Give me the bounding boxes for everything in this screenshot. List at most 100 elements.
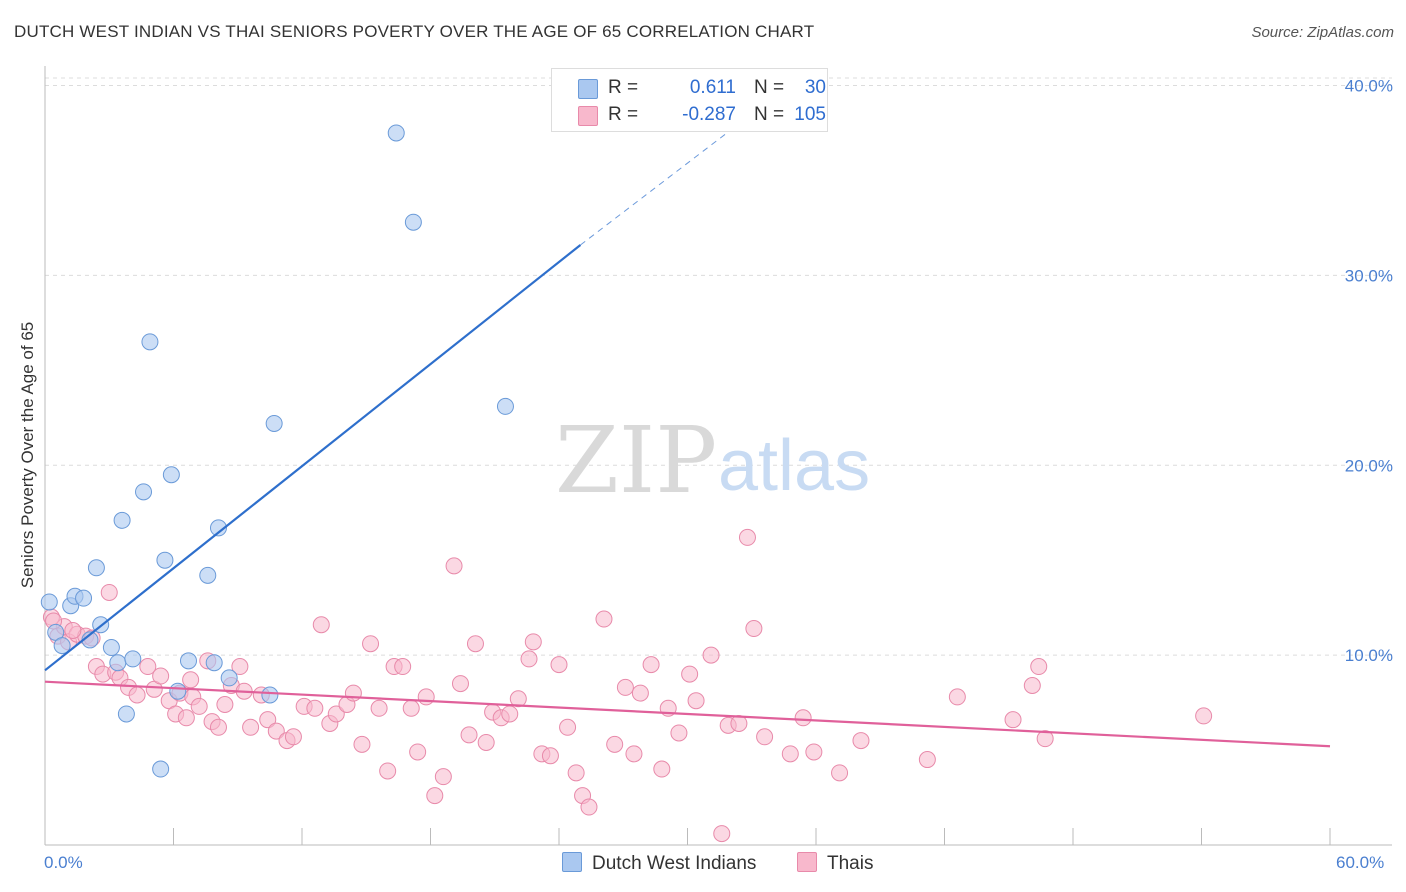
thai-point [466, 635, 484, 653]
thai-point [509, 690, 527, 708]
thai-point [501, 705, 519, 723]
dutch-west-indian-point [404, 213, 422, 231]
dutch-west-indian-point [141, 333, 159, 351]
thai-point [653, 760, 671, 778]
thai-point [567, 764, 585, 782]
thai-point [306, 699, 324, 717]
thai-point [417, 688, 435, 706]
dutch-west-indian-point [205, 654, 223, 672]
y-tick-label: 40.0% [1345, 77, 1393, 96]
dutch-west-indian-point [75, 589, 93, 607]
thai-point [312, 616, 330, 634]
thai-point [616, 678, 634, 696]
thai-point [1036, 730, 1054, 748]
thai-point [64, 621, 82, 639]
legend-label: Thais [827, 853, 874, 874]
thai-point [394, 658, 412, 676]
thai-point [1023, 677, 1041, 695]
legend-r-label: R = [608, 77, 639, 98]
dutch-west-indian-point [152, 760, 170, 778]
thai-point [1195, 707, 1213, 725]
thai-point [434, 768, 452, 786]
thai-point [152, 667, 170, 685]
dutch-west-indian-point [117, 705, 135, 723]
thai-trendline [44, 680, 1331, 748]
chart-title: DUTCH WEST INDIAN VS THAI SENIORS POVERT… [14, 22, 815, 41]
thai-point [426, 787, 444, 805]
dutch-west-indian-point [199, 566, 217, 584]
thai-point [216, 695, 234, 713]
thai-point [702, 646, 720, 664]
pink-swatch [797, 852, 817, 872]
thai-point [713, 825, 731, 843]
thai-point [1030, 658, 1048, 676]
thai-point [541, 747, 559, 765]
thai-point [477, 733, 495, 751]
thai-point [642, 656, 660, 674]
legend-item-thais: Thais [797, 852, 873, 875]
thai-point [852, 732, 870, 750]
dutch-west-indian-point [220, 669, 238, 687]
thai-point [409, 743, 427, 761]
thai-point [284, 728, 302, 746]
legend-r-value: 0.611 [689, 77, 736, 98]
dutch-west-indian-point [179, 652, 197, 670]
watermark-zip: ZIP [555, 407, 717, 514]
thai-point [805, 743, 823, 761]
thai-point [327, 705, 345, 723]
dutch-west-indian-point [53, 637, 71, 655]
dutch-west-indian-point [496, 397, 514, 415]
dutch-west-indian-point [162, 466, 180, 484]
thai-point [738, 528, 756, 546]
thai-point [745, 620, 763, 638]
legend-label: Dutch West Indians [592, 853, 757, 874]
thai-point [524, 633, 542, 651]
dutch-west-indian-point [109, 654, 127, 672]
thai-point [687, 692, 705, 710]
source-label: Source: ZipAtlas.com [1251, 24, 1394, 41]
dutch-west-indian-point [209, 519, 227, 537]
thai-point [625, 745, 643, 763]
thai-point [190, 697, 208, 715]
x-axis-min-label: 0.0% [44, 853, 83, 872]
thai-point [451, 675, 469, 693]
watermark-atlas: atlas [718, 426, 870, 506]
thai-point [756, 728, 774, 746]
legend-r-label: R = [608, 104, 639, 125]
dutch-west-indian-trendline-extension [580, 113, 753, 246]
legend-n-label: N = [754, 104, 785, 125]
thai-point [100, 583, 118, 601]
thai-point [670, 724, 688, 742]
thai-point [267, 722, 285, 740]
dutch-west-indian-point [135, 483, 153, 501]
thai-point [580, 798, 598, 816]
dutch-west-indian-point [40, 593, 58, 611]
thai-point [520, 650, 538, 668]
dutch-west-indian-point [156, 551, 174, 569]
thai-point [550, 656, 568, 674]
thai-point [445, 557, 463, 575]
thai-point [460, 726, 478, 744]
dutch-west-indian-point [113, 511, 131, 529]
dutch-west-indian-point [124, 650, 142, 668]
dutch-west-indian-point [87, 559, 105, 577]
thai-point [631, 684, 649, 702]
dutch-west-indian-trendline [44, 244, 582, 672]
thai-point [559, 718, 577, 736]
thai-point [231, 658, 249, 676]
thai-point [681, 665, 699, 683]
thai-point [781, 745, 799, 763]
thai-point [344, 684, 362, 702]
thai-point [139, 658, 157, 676]
thai-point [242, 718, 260, 736]
thai-point [595, 610, 613, 628]
legend-n-value: 30 [804, 77, 826, 98]
dutch-west-indian-point [102, 639, 120, 657]
blue-swatch [578, 79, 598, 99]
thai-point [209, 718, 227, 736]
thai-point [402, 699, 420, 717]
pink-swatch [578, 106, 598, 126]
legend-n-value: 105 [794, 104, 826, 125]
thai-point [948, 688, 966, 706]
